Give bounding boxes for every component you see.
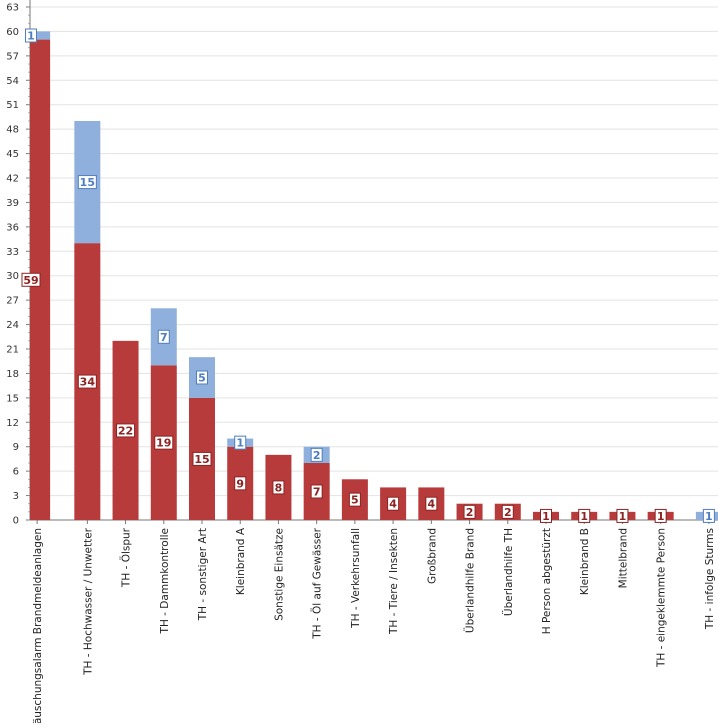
data-label-box (154, 435, 174, 450)
category-label: Großbrand (426, 528, 438, 584)
y-tick-label: 12 (6, 418, 19, 429)
data-label-box (702, 508, 715, 523)
data-label-box (616, 508, 629, 523)
category-label: Überlandhilfe TH (502, 528, 515, 616)
category-label: TH - eingeklemmte Person (656, 528, 668, 668)
data-label: 1 (705, 510, 713, 523)
category-label: TH - Tiere / Insekten (388, 528, 400, 635)
category-label: H Person abgestürzt (541, 528, 553, 634)
data-label: 4 (389, 498, 397, 511)
y-tick-label: 36 (6, 222, 19, 233)
y-tick-label: 18 (6, 369, 19, 380)
data-label-box (463, 504, 476, 519)
data-label: 4 (428, 498, 436, 511)
y-tick-label: 30 (6, 271, 19, 282)
data-label-box (157, 329, 170, 344)
data-label: 1 (542, 510, 550, 523)
data-label: 1 (657, 510, 665, 523)
category-label: Kleinbrand B (579, 528, 591, 595)
category-label: TH - Hochwasser / Unwetter (82, 527, 94, 676)
y-tick-label: 42 (6, 174, 19, 185)
data-label: 19 (156, 437, 171, 450)
category-label: TH - infolge Sturms (704, 528, 716, 630)
data-label-box (77, 374, 97, 389)
data-label-box (21, 272, 41, 287)
data-label: 5 (351, 494, 359, 507)
data-label: 59 (23, 274, 38, 287)
data-label-box (578, 508, 591, 523)
data-label-box (77, 175, 97, 190)
y-tick-label: 0 (13, 516, 19, 527)
data-label-box (654, 508, 667, 523)
data-label: 7 (160, 331, 168, 344)
data-label-box (501, 504, 514, 519)
y-tick-label: 54 (6, 76, 19, 87)
category-label: Sonstige Einsätze (273, 528, 285, 621)
y-tick-label: 39 (6, 198, 19, 209)
data-label: 2 (504, 506, 512, 519)
data-label: 9 (236, 477, 244, 490)
y-tick-label: 57 (6, 51, 19, 62)
y-tick-label: 6 (13, 467, 19, 478)
category-label: Täuschungsalarm Brandmeldeanlagen (32, 528, 44, 723)
data-label-box (234, 476, 247, 491)
category-label: Überlandhilfe Brand (464, 528, 477, 633)
y-tick-label: 60 (6, 27, 19, 38)
data-label-box (540, 508, 552, 523)
category-label: TH - Dammkontrolle (159, 528, 171, 634)
y-tick-label: 27 (6, 296, 19, 307)
data-label: 15 (194, 453, 209, 466)
y-tick-label: 48 (6, 125, 19, 136)
data-label: 2 (313, 449, 321, 462)
y-tick-label: 21 (6, 345, 19, 356)
data-label: 2 (466, 506, 474, 519)
y-tick-label: 9 (13, 442, 19, 453)
data-label-box (310, 484, 323, 499)
bar-segment-blue (30, 31, 51, 40)
category-label: Mittelbrand (617, 528, 629, 588)
data-label: 1 (236, 437, 244, 450)
y-tick-label: 63 (6, 3, 19, 14)
data-label-box (348, 492, 361, 507)
data-label-box (116, 423, 136, 438)
data-label: 1 (580, 510, 588, 523)
data-label: 34 (80, 376, 96, 389)
category-label: TH - Verkehrsunfall (350, 528, 362, 629)
data-label: 1 (27, 30, 35, 43)
category-label: TH - sonstiger Art (197, 528, 209, 621)
y-tick-label: 3 (13, 491, 19, 502)
data-label: 15 (80, 176, 95, 189)
data-label: 22 (118, 424, 133, 437)
data-label-box (192, 451, 212, 466)
data-label-box (425, 496, 438, 511)
data-label: 1 (619, 510, 627, 523)
y-tick-label: 33 (6, 247, 19, 258)
data-label-box (310, 447, 323, 462)
y-tick-label: 24 (6, 320, 19, 331)
data-label: 7 (313, 486, 321, 499)
category-label: Kleinbrand A (235, 527, 247, 595)
data-label-box (387, 496, 400, 511)
data-label: 8 (275, 481, 283, 494)
category-label: TH - Ölspur (120, 527, 133, 588)
data-label-box (25, 28, 37, 43)
y-tick-label: 51 (6, 100, 19, 111)
data-label-box (234, 435, 247, 450)
data-label: 5 (198, 372, 206, 385)
y-tick-label: 45 (6, 149, 19, 160)
data-label-box (272, 480, 285, 495)
y-tick-label: 15 (6, 393, 19, 404)
data-label-box (196, 370, 208, 385)
category-label: TH - Öl auf Gewässer (311, 527, 324, 639)
